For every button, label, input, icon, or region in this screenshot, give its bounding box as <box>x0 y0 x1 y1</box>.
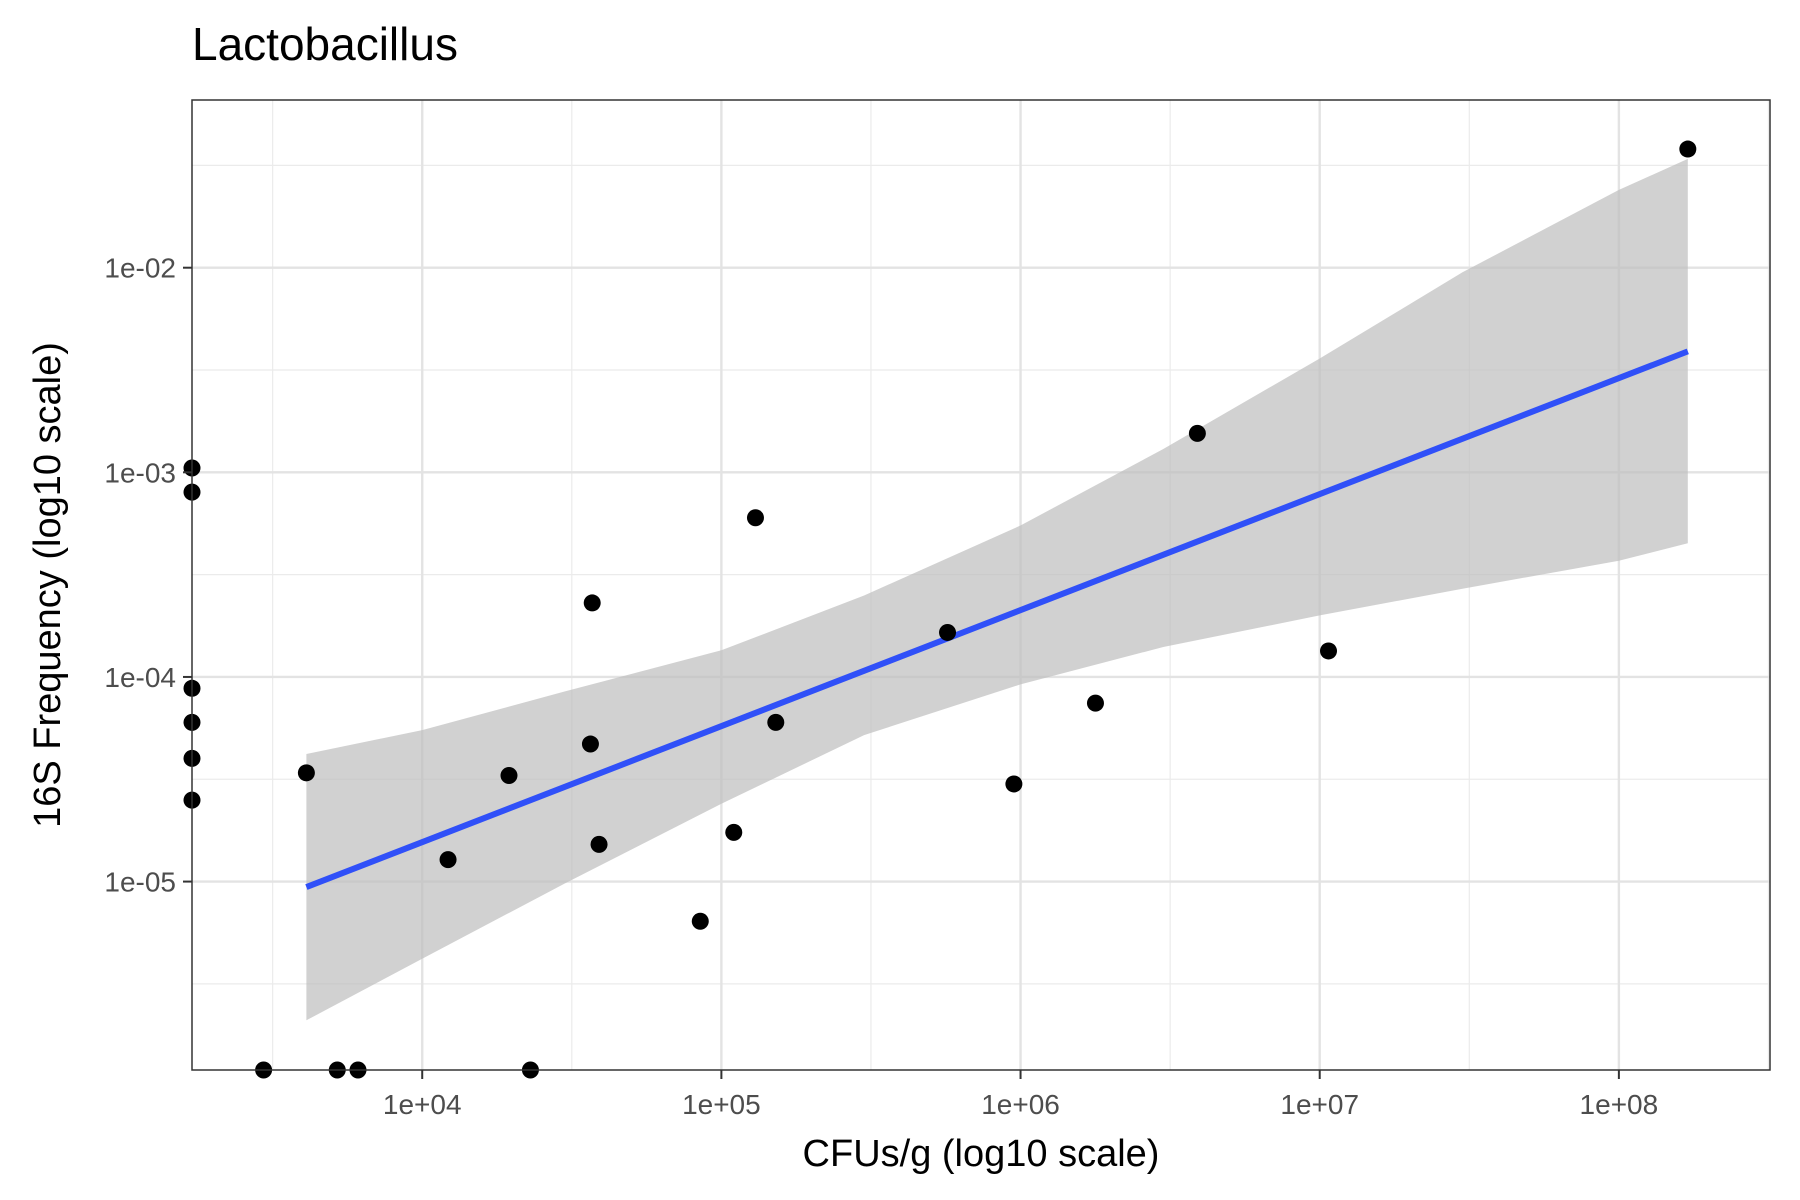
chart-title: Lactobacillus <box>192 18 458 70</box>
data-point <box>500 766 518 784</box>
y-axis-ticks: 1e-05 1e-04 1e-03 1e-02 <box>104 253 192 898</box>
y-tick-label: 1e-05 <box>104 867 176 898</box>
data-points <box>183 140 1697 1079</box>
y-axis-title: 16S Frequency (log10 scale) <box>27 342 69 828</box>
data-point <box>1679 140 1697 158</box>
data-point <box>1320 642 1338 660</box>
data-point <box>767 713 785 731</box>
data-point <box>297 764 315 782</box>
data-point <box>1086 694 1104 712</box>
data-point <box>439 851 457 869</box>
confidence-band-area <box>306 158 1688 1021</box>
x-tick-label: 1e+06 <box>981 1089 1060 1120</box>
data-point <box>590 835 608 853</box>
data-point <box>725 823 743 841</box>
y-tick-label: 1e-04 <box>104 662 176 693</box>
data-point <box>1005 775 1023 793</box>
x-tick-label: 1e+04 <box>383 1089 462 1120</box>
data-point <box>691 912 709 930</box>
x-axis-ticks: 1e+04 1e+05 1e+06 1e+07 1e+08 <box>383 1070 1658 1120</box>
x-tick-label: 1e+05 <box>682 1089 761 1120</box>
y-tick-label: 1e-03 <box>104 457 176 488</box>
data-point <box>581 735 599 753</box>
x-tick-label: 1e+08 <box>1580 1089 1659 1120</box>
y-tick-label: 1e-02 <box>104 253 176 284</box>
fit-line-group <box>305 348 1689 890</box>
fit-line <box>305 348 1689 890</box>
plot-border <box>191 99 1771 1071</box>
confidence-band <box>306 158 1688 1021</box>
x-tick-label: 1e+07 <box>1280 1089 1359 1120</box>
x-axis-title: CFUs/g (log10 scale) <box>803 1133 1160 1175</box>
data-point <box>939 623 957 641</box>
data-point <box>1188 424 1206 442</box>
data-point <box>583 594 601 612</box>
data-point <box>746 509 764 527</box>
